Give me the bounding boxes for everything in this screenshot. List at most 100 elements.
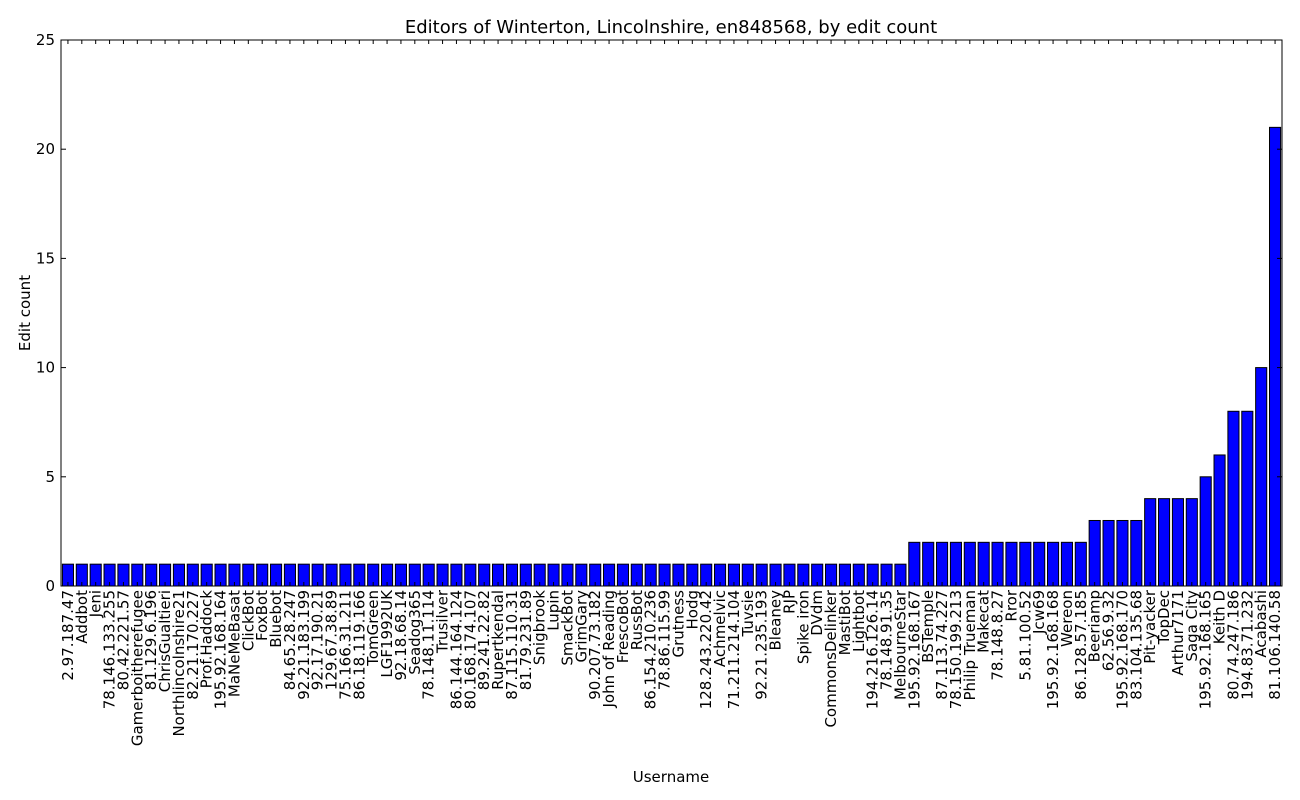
x-tick-label: TopDec	[1155, 590, 1173, 645]
bar	[1102, 519, 1115, 587]
x-tick-label: 195.92.168.170	[1113, 590, 1131, 709]
x-tick-label: 195.92.168.167	[905, 590, 923, 709]
x-tick-label: 92.21.235.193	[753, 590, 771, 700]
x-tick-label: Achmelvic	[711, 590, 729, 667]
x-tick-label: 78.148.8.27	[989, 590, 1007, 681]
bar	[936, 541, 949, 587]
x-tick-label: ClickBot	[239, 590, 257, 651]
x-tick-label: Seadog365	[406, 590, 424, 675]
x-tick-label: Arthur7171	[1169, 590, 1187, 676]
x-tick-label: Grutness	[669, 590, 687, 658]
x-tick-label: Acabashi	[1252, 590, 1270, 658]
x-tick-label: Keith D	[1211, 590, 1229, 644]
x-tick-label: Addbot	[73, 590, 91, 644]
x-tick-label: Rupertkendal	[489, 590, 507, 690]
x-tick-label: 78.150.199.213	[947, 590, 965, 709]
chart-title: Editors of Winterton, Lincolnshire, en84…	[405, 17, 937, 38]
x-tick-label: John of Reading	[600, 590, 618, 709]
x-tick-label: Spike iron	[794, 590, 812, 664]
x-tick-label: 195.92.168.165	[1197, 590, 1215, 709]
y-tick-label: 0	[45, 577, 55, 595]
x-tick-label: 89.241.22.82	[475, 590, 493, 690]
x-tick-label: Beeriamp	[1086, 590, 1104, 662]
x-tick-label: 90.207.73.182	[586, 590, 604, 700]
x-tick-label: 81.129.6.196	[142, 590, 160, 690]
x-tick-label: 92.17.190.21	[309, 590, 327, 690]
x-tick-label: 5.81.100.52	[1016, 590, 1034, 681]
x-tick-label: Jeni	[87, 590, 105, 618]
bar	[1033, 541, 1046, 587]
bar	[922, 541, 935, 587]
bar	[1005, 541, 1018, 587]
x-tick-label: Northlincolnshire21	[170, 590, 188, 737]
y-axis-ticks: 0 5 10 15 20 25	[36, 31, 1282, 595]
bar	[1019, 541, 1032, 587]
x-axis-label: Username	[633, 768, 709, 786]
bar	[1060, 541, 1073, 587]
x-tick-label: Bleaney	[767, 590, 785, 651]
bar	[1074, 541, 1087, 587]
x-tick-label: Pit-yacker	[1141, 589, 1159, 664]
y-tick-label: 10	[36, 359, 55, 377]
x-tick-label: 195.92.168.164	[212, 590, 230, 709]
bar	[1227, 410, 1240, 587]
x-tick-label: 86.18.119.166	[350, 590, 368, 700]
x-tick-label: Rror	[1002, 589, 1020, 621]
x-tick-label: 195.92.168.168	[1044, 590, 1062, 709]
x-tick-label: DVdm	[808, 590, 826, 636]
x-tick-label: Gamerboitherefugee	[128, 590, 146, 746]
x-tick-label: 71.211.214.104	[725, 590, 743, 709]
x-tick-label: 84.65.28.247	[281, 590, 299, 690]
bar	[1171, 498, 1184, 587]
x-tick-label: 86.144.164.124	[447, 590, 465, 709]
bar	[977, 541, 990, 587]
x-tick-label: Prof.Haddock	[198, 590, 216, 689]
bar	[1241, 410, 1254, 587]
x-axis-ticks: 2.97.187.47AddbotJeni78.146.133.25580.42…	[59, 40, 1284, 746]
x-tick-label: ChrisGualtieri	[156, 590, 174, 692]
x-tick-label: Trusilver	[434, 589, 452, 654]
x-tick-label: 83.104.135.68	[1127, 590, 1145, 700]
x-tick-label: LGF1992UK	[378, 589, 396, 678]
x-tick-label: 92.18.68.14	[392, 590, 410, 681]
x-tick-label: 80.42.221.57	[114, 590, 132, 690]
x-tick-label: Tuvsie	[739, 590, 757, 637]
bar	[1213, 454, 1226, 587]
x-tick-label: 80.168.174.107	[461, 590, 479, 709]
x-tick-label: 80.74.247.186	[1224, 590, 1242, 700]
y-tick-label: 25	[36, 31, 55, 49]
x-tick-label: Hodg	[683, 590, 701, 630]
bar	[1047, 541, 1060, 587]
plot-frame	[60, 39, 1283, 587]
y-tick-label: 20	[36, 140, 55, 158]
bar	[1255, 367, 1268, 587]
bar	[1158, 498, 1171, 587]
x-tick-label: 128.243.220.42	[697, 590, 715, 709]
x-tick-label: Bluebot	[267, 590, 285, 648]
x-tick-label: FoxBot	[253, 590, 271, 641]
x-tick-label: 82.21.170.227	[184, 590, 202, 700]
x-tick-label: Saga City	[1183, 590, 1201, 662]
x-tick-label: 78.148.11.114	[420, 590, 438, 700]
x-tick-label: MastiBot	[836, 590, 854, 655]
x-tick-label: 87.113.74.227	[933, 590, 951, 700]
bars-group	[61, 126, 1282, 587]
x-tick-label: 2.97.187.47	[59, 590, 77, 681]
bar	[963, 541, 976, 587]
x-tick-label: Jcw69	[1030, 590, 1048, 635]
x-tick-label: 62.56.9.32	[1100, 590, 1118, 671]
bar	[1199, 476, 1212, 587]
x-tick-label: Wereon	[1058, 590, 1076, 647]
bar	[1130, 519, 1143, 587]
x-tick-label: RussBot	[628, 590, 646, 650]
x-tick-label: 78.148.91.35	[878, 590, 896, 690]
x-tick-label: Philip Trueman	[961, 590, 979, 701]
bar	[1144, 498, 1157, 587]
x-tick-label: RJP	[780, 590, 798, 614]
y-tick-label: 15	[36, 249, 55, 267]
x-tick-label: 86.128.57.185	[1072, 590, 1090, 700]
bar	[1088, 519, 1101, 587]
bar	[949, 541, 962, 587]
x-tick-label: MelbourneStar	[891, 589, 909, 700]
